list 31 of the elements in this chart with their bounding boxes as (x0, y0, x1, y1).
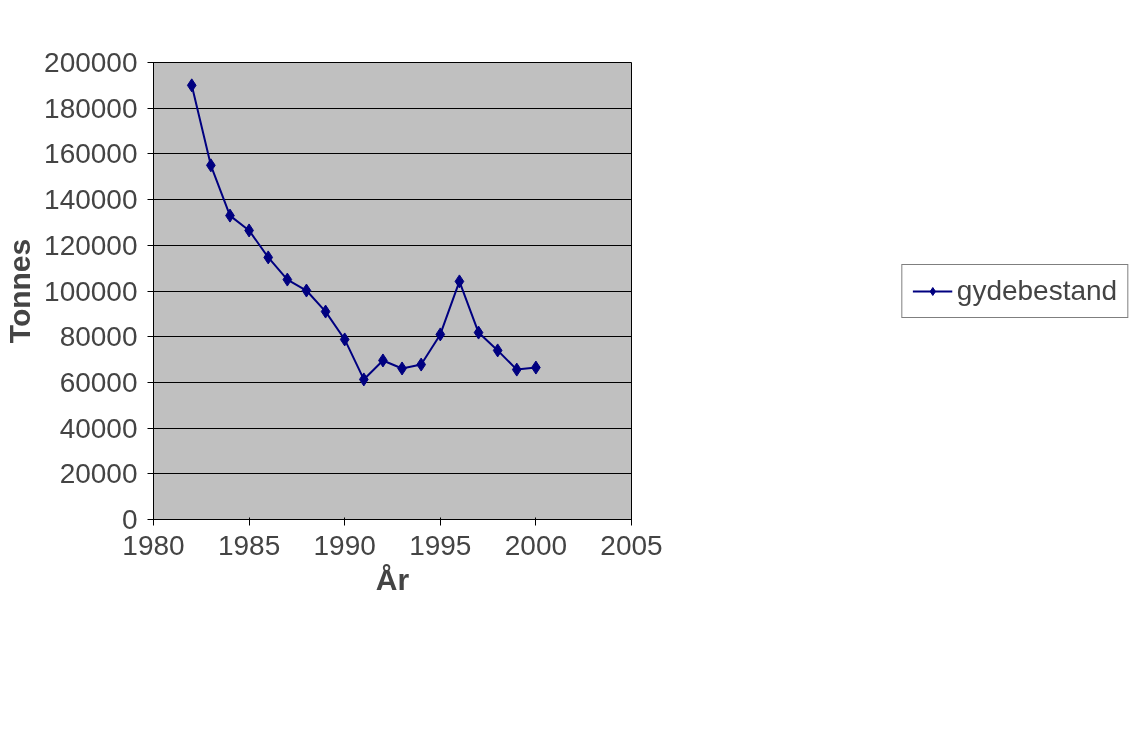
x-tick-label: 1990 (313, 529, 376, 561)
y-tick-label: 200000 (44, 47, 138, 78)
y-tick-label: 100000 (44, 275, 138, 307)
point (511, 362, 522, 377)
y-tick-label: 120000 (44, 229, 138, 261)
point (358, 372, 369, 387)
point (282, 272, 293, 287)
point (339, 332, 350, 347)
x-tick-label: 1995 (409, 529, 472, 561)
point (492, 343, 503, 358)
point (473, 325, 484, 340)
point (301, 283, 312, 298)
y-tick-label: 20000 (59, 458, 138, 490)
point (186, 78, 197, 93)
point (454, 274, 465, 289)
y-tick-label: 160000 (44, 138, 138, 170)
x-tick-label: 2000 (504, 529, 568, 561)
x-tick-label: 1985 (217, 529, 281, 561)
y-axis-title: Tonnes (3, 238, 37, 344)
y-tick-label: 60000 (59, 366, 138, 398)
y-tick-label: 80000 (59, 321, 138, 353)
x-tick-label: 2005 (600, 529, 663, 561)
legend-label: gydebestand (956, 274, 1118, 307)
point (416, 357, 427, 372)
y-tick-label: 140000 (44, 184, 138, 216)
point (263, 250, 274, 265)
y-tick-label: 40000 (59, 412, 138, 444)
point (435, 327, 446, 342)
point (320, 304, 331, 319)
x-axis-title: År (375, 562, 410, 596)
y-tick-label: 180000 (44, 92, 138, 124)
